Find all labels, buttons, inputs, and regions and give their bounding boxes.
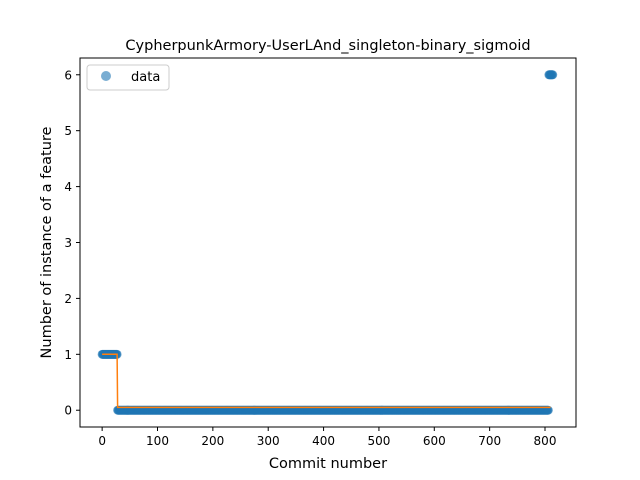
x-tick-label: 100 xyxy=(146,434,169,448)
x-tick-label: 700 xyxy=(478,434,501,448)
x-tick-label: 500 xyxy=(367,434,390,448)
x-tick-label: 800 xyxy=(534,434,557,448)
y-tick-label: 2 xyxy=(64,292,72,306)
x-tick-label: 200 xyxy=(201,434,224,448)
y-axis-label: Number of instance of a feature xyxy=(39,126,55,358)
x-axis: 0 100 200 300 400 500 600 700 800 xyxy=(98,427,556,448)
y-tick-label: 3 xyxy=(64,236,72,250)
x-tick-label: 300 xyxy=(257,434,280,448)
y-tick-label: 0 xyxy=(64,404,72,418)
x-tick-label: 600 xyxy=(423,434,446,448)
y-tick-label: 5 xyxy=(64,124,72,138)
plot-area xyxy=(97,70,558,415)
data-point xyxy=(548,70,558,80)
y-tick-label: 6 xyxy=(64,68,72,82)
legend-label: data xyxy=(131,70,160,85)
y-axis: 0 1 2 3 4 5 6 xyxy=(64,68,80,418)
y-tick-label: 4 xyxy=(64,180,72,194)
fit-line xyxy=(102,353,551,409)
x-tick-label: 0 xyxy=(98,434,106,448)
x-tick-label: 400 xyxy=(312,434,335,448)
legend: data xyxy=(86,64,170,91)
x-axis-label: Commit number xyxy=(269,456,387,472)
y-tick-label: 1 xyxy=(64,348,72,362)
legend-marker xyxy=(101,71,111,81)
chart-title: CypherpunkArmory-UserLAnd_singleton-bina… xyxy=(125,38,530,54)
